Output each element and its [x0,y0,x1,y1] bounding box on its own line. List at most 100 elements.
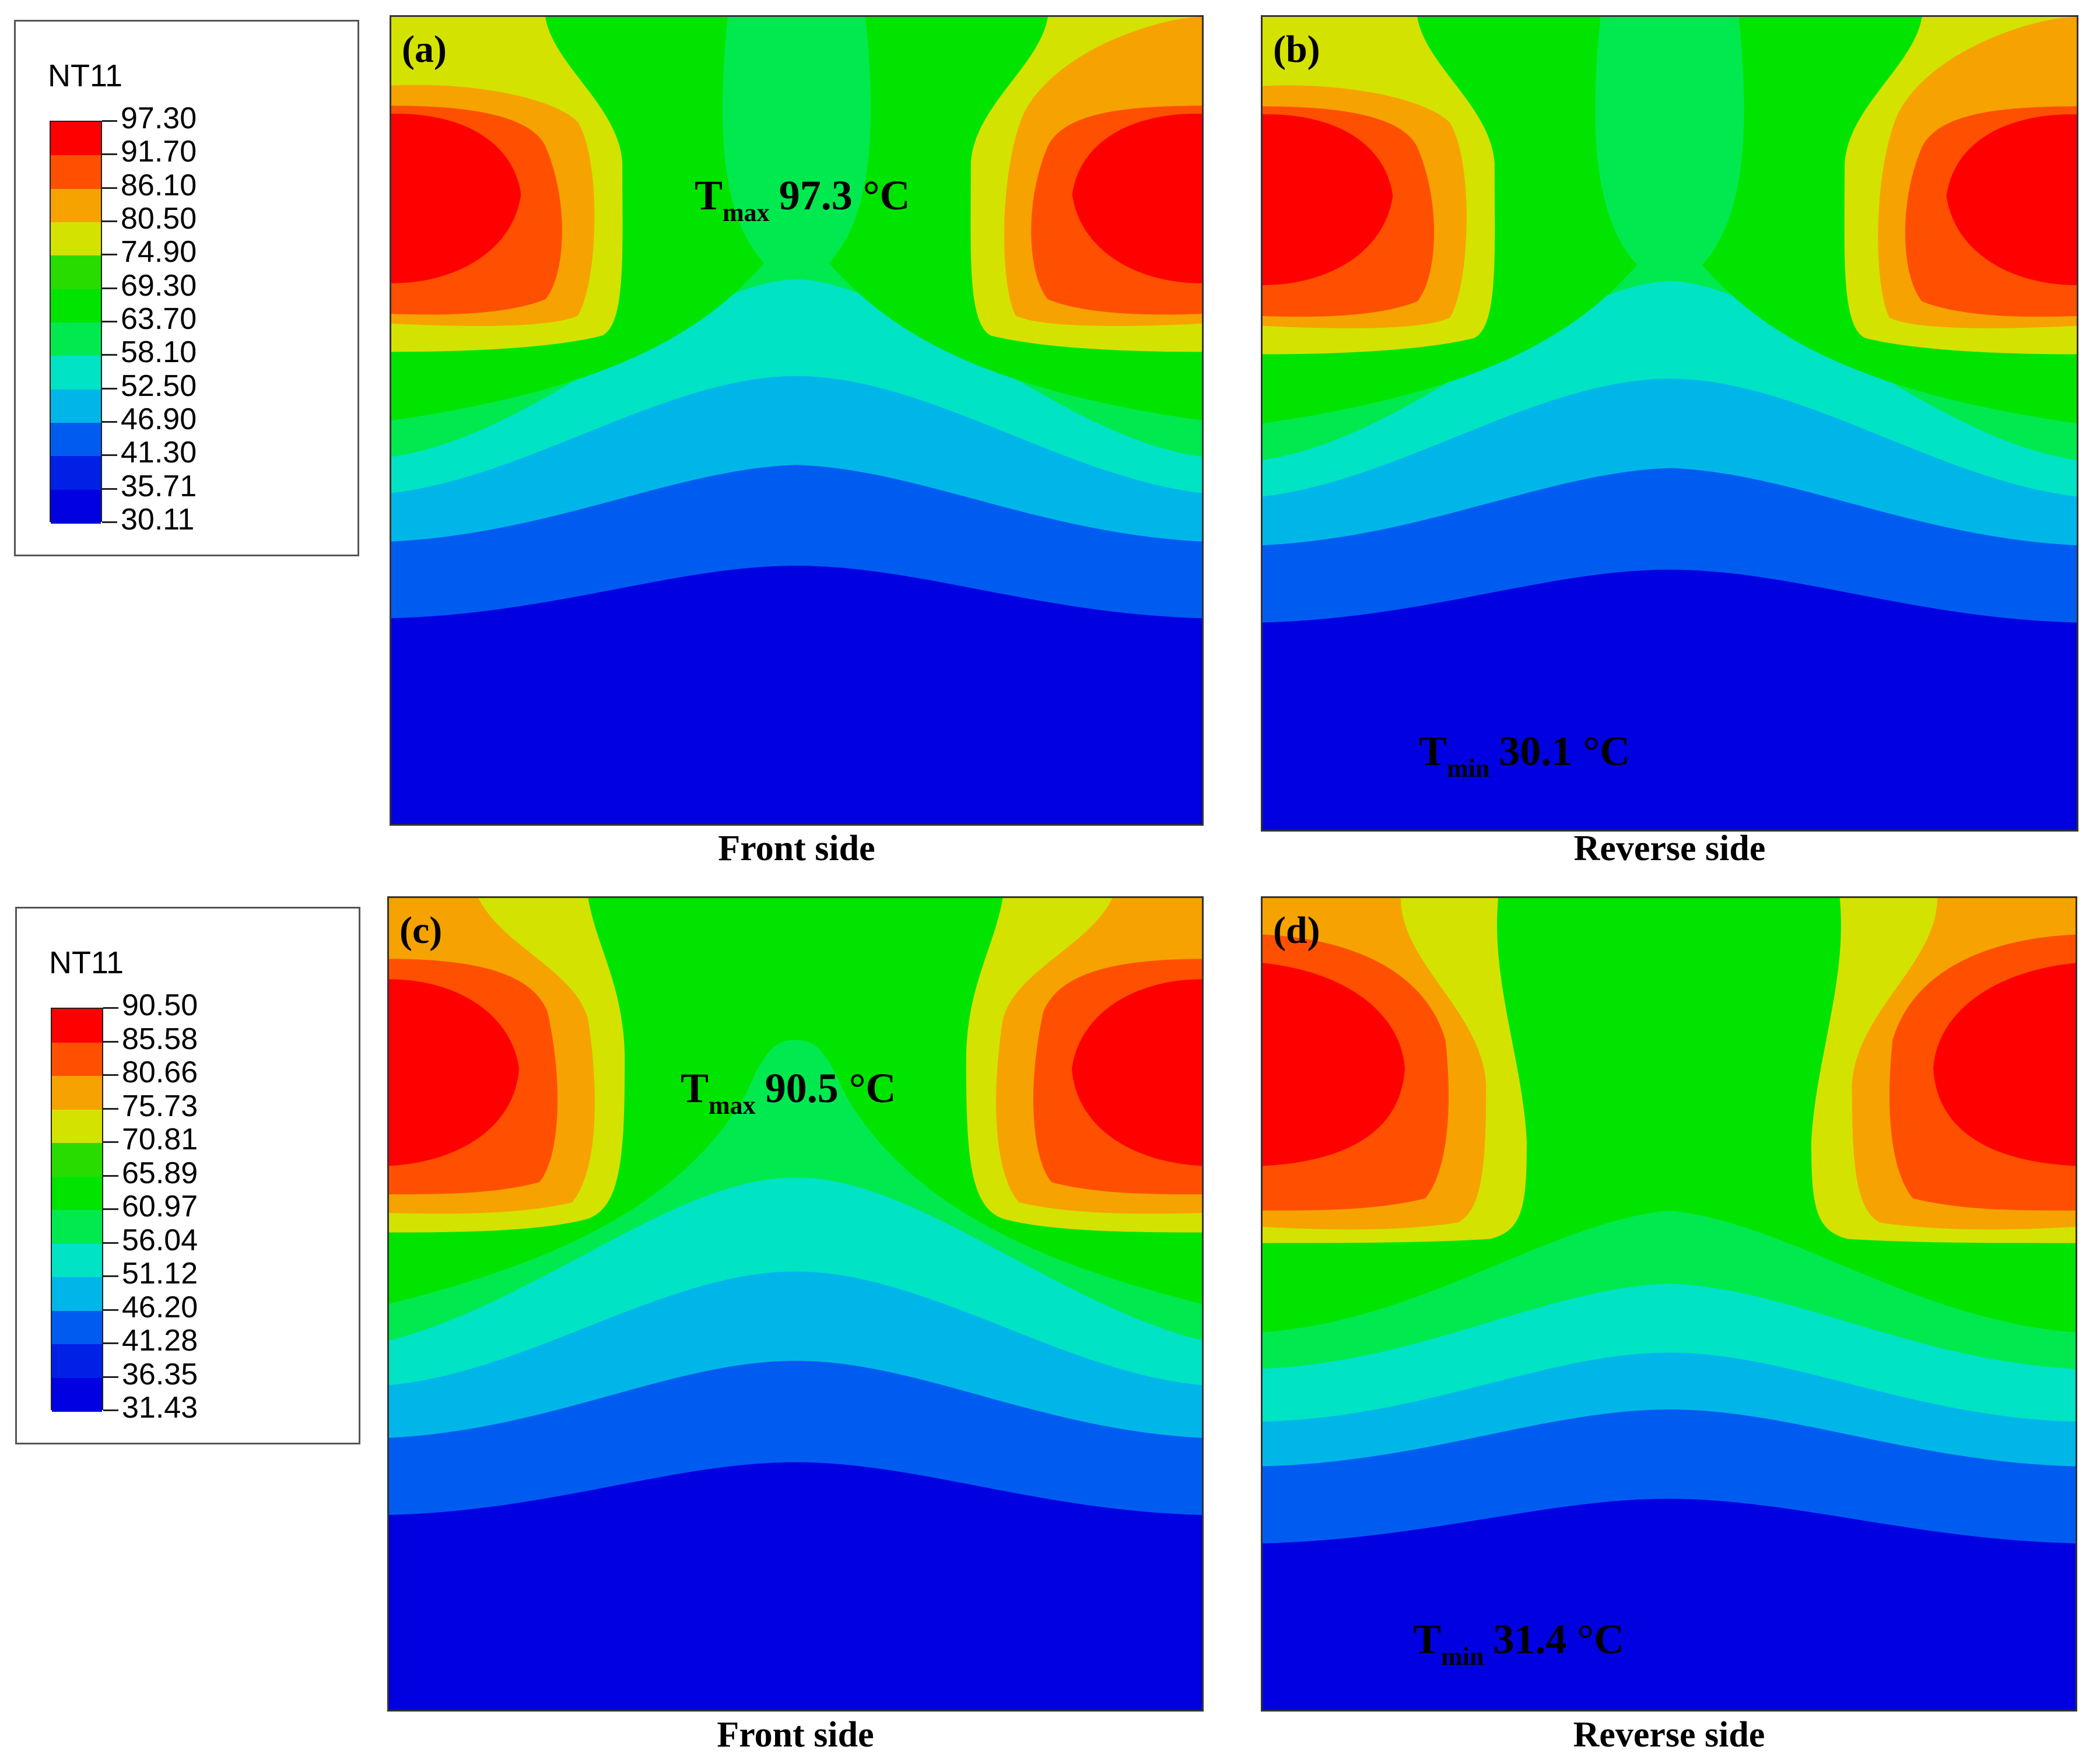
legend-level-label: 60.97 [122,1190,198,1223]
annotation-value: 30.1 °C [1499,728,1631,774]
color-band [51,356,101,390]
legend-level-label: 90.50 [122,988,198,1022]
color-band [51,456,101,490]
legend-level-label: 58.10 [121,335,197,370]
legend-tick [102,153,117,156]
legend-tick [102,488,117,490]
annotation-symbol: T [695,172,723,219]
legend-tick [103,1208,118,1210]
legend-level-label: 65.89 [122,1156,198,1190]
annotation-value: 97.3 °C [779,172,910,219]
color-band [51,389,101,423]
legend-level-label: 85.58 [122,1022,198,1056]
panel-letter: (d) [1273,909,1320,952]
legend-level-label: 97.30 [121,101,197,135]
legend-tick [103,1174,118,1177]
color-band [51,423,101,457]
panel-letter: (b) [1273,28,1320,71]
contour-plot [391,17,1202,824]
field-hot-right [1933,963,2076,1166]
field-hot-left [389,979,520,1166]
annotation-symbol: T [681,1065,709,1111]
color-band [51,188,101,223]
contour-plot [1263,898,2076,1710]
legend-level-label: 63.70 [121,302,197,336]
legend-level-label: 75.73 [122,1089,198,1123]
tmin-annotation: Tmin 31.4 °C [1413,1615,1624,1671]
field-hot-left [1263,114,1393,286]
color-band [52,1076,102,1110]
contour-plot [1263,17,2077,830]
legend-level-label: 31.43 [122,1391,198,1425]
legend-tick [102,321,117,322]
color-band [51,155,101,190]
legend-tick [102,521,117,523]
legend-level-label: 56.04 [122,1223,198,1257]
tmin-annotation: Tmin 30.1 °C [1419,727,1630,783]
color-band [51,489,101,524]
legend-level-label: 80.50 [121,202,197,236]
legend-level-label: 80.66 [122,1055,198,1089]
legend-tick [103,1376,118,1378]
legend-tick [102,387,117,390]
legend-tick [103,1309,118,1311]
legend-tick [102,454,117,457]
contour-panel-b: (b) Tmin 30.1 °C [1261,15,2078,832]
panel-caption: Front side [717,1715,874,1755]
legend-tick [102,254,117,256]
color-band [52,1143,102,1177]
color-band [51,322,101,357]
contour-panel-a: (a) Tmax 97.3 °C [390,15,1204,826]
color-band [52,1109,102,1144]
legend-tick [102,220,117,222]
annotation-symbol: T [1413,1616,1442,1663]
legend-tick [102,120,117,122]
legend-tick [103,1342,118,1344]
annotation-symbol: T [1419,728,1447,774]
contour-panel-d: (d) Tmin 31.4 °C [1261,896,2077,1712]
field-hot-right [1946,114,2077,286]
legend-level-label: 70.81 [122,1123,198,1156]
legend-tick [103,1275,118,1277]
contour-plot [389,898,1202,1710]
color-scale [50,121,102,524]
legend-tick [103,1242,118,1244]
legend-tick [103,1074,118,1076]
color-band [52,1210,102,1244]
legend-tick [103,1141,118,1143]
legend-tick [102,187,117,189]
legend-level-label: 35.71 [121,469,197,503]
panel-letter: (a) [402,28,447,71]
color-band [52,1176,102,1211]
color-scale [51,1008,103,1412]
annotation-subscript: min [1447,753,1490,783]
color-band [51,122,101,156]
color-band [51,222,101,257]
legend-level-label: 41.30 [121,436,197,470]
color-band [51,255,101,290]
legend-top: NT11 97.30 91.70 86.10 80.50 74.90 69.30… [14,20,359,556]
legend-title: NT11 [49,945,124,980]
legend-level-label: 46.20 [122,1290,198,1324]
panel-caption: Reverse side [1573,829,1766,868]
panel-caption: Front side [718,829,875,868]
tmax-annotation: Tmax 97.3 °C [695,171,910,227]
field-hot-left [1263,963,1405,1166]
legend-tick [103,1040,118,1043]
legend-tick [103,1409,118,1411]
panel-letter: (c) [399,909,443,952]
field-hot-right [1072,113,1202,283]
legend-tick [103,1107,118,1110]
legend-level-label: 52.50 [121,369,197,403]
legend-bottom: NT11 90.50 85.58 80.66 75.73 70.81 65.89… [15,907,360,1444]
color-band [52,1377,102,1412]
legend-level-label: 86.10 [121,168,197,202]
color-band [52,1277,102,1311]
field-hot-left [391,113,521,283]
legend-tick [102,421,117,423]
field-hot-right [1071,979,1202,1166]
tmax-annotation: Tmax 90.5 °C [681,1064,896,1120]
color-band [52,1243,102,1278]
annotation-value: 31.4 °C [1493,1616,1625,1663]
legend-title: NT11 [48,58,123,93]
